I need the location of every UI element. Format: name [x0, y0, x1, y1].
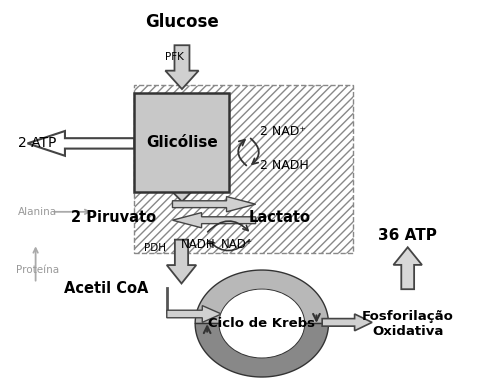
Polygon shape — [28, 131, 134, 156]
Polygon shape — [393, 247, 422, 289]
Text: Ciclo de Krebs: Ciclo de Krebs — [208, 317, 315, 330]
Bar — [134, 85, 353, 253]
Text: 2 ATP: 2 ATP — [18, 136, 56, 150]
Text: Glucose: Glucose — [145, 13, 219, 31]
Text: Acetil CoA: Acetil CoA — [64, 281, 148, 296]
Polygon shape — [167, 306, 221, 323]
Text: PFK: PFK — [165, 52, 184, 62]
Text: Lactato: Lactato — [249, 210, 310, 225]
Polygon shape — [165, 162, 198, 202]
Text: 2 NADH: 2 NADH — [261, 159, 309, 172]
Polygon shape — [165, 45, 198, 89]
Polygon shape — [173, 213, 256, 228]
Bar — [134, 85, 353, 253]
Text: 2 Piruvato: 2 Piruvato — [70, 210, 156, 225]
Text: Alanina: Alanina — [18, 207, 57, 217]
Text: 2 NAD⁺: 2 NAD⁺ — [261, 124, 306, 137]
Text: PDH: PDH — [144, 243, 166, 253]
Text: Fosforilação
Oxidativa: Fosforilação Oxidativa — [362, 310, 454, 338]
Text: Glicólise: Glicólise — [146, 135, 218, 150]
Polygon shape — [322, 314, 372, 331]
Text: NAD⁺: NAD⁺ — [221, 238, 253, 251]
Polygon shape — [195, 270, 328, 324]
Text: 36 ATP: 36 ATP — [378, 228, 437, 243]
Text: NADH: NADH — [181, 238, 216, 251]
Bar — [134, 93, 229, 192]
Polygon shape — [195, 324, 328, 377]
Polygon shape — [167, 240, 196, 283]
Polygon shape — [173, 197, 256, 212]
Ellipse shape — [219, 290, 304, 358]
Text: Proteína: Proteína — [16, 265, 59, 275]
